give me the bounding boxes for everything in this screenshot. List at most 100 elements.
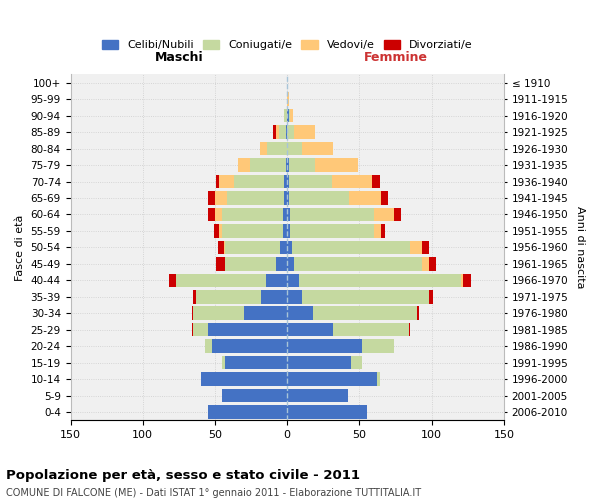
- Bar: [261, 290, 287, 304]
- Bar: [287, 126, 295, 139]
- Bar: [287, 142, 302, 156]
- Bar: [461, 274, 463, 287]
- Bar: [289, 109, 290, 122]
- Bar: [273, 126, 275, 139]
- Text: Maschi: Maschi: [155, 51, 203, 64]
- Bar: [394, 208, 401, 221]
- Bar: [200, 372, 287, 386]
- Bar: [208, 406, 287, 419]
- Bar: [332, 175, 373, 188]
- Bar: [287, 191, 289, 204]
- Bar: [381, 224, 385, 237]
- Bar: [374, 208, 394, 221]
- Bar: [283, 208, 287, 221]
- Bar: [193, 290, 196, 304]
- Bar: [208, 208, 215, 221]
- Bar: [287, 389, 348, 402]
- Bar: [284, 109, 287, 122]
- Bar: [287, 406, 367, 419]
- Bar: [429, 290, 433, 304]
- Bar: [284, 191, 287, 204]
- Bar: [351, 356, 362, 370]
- Bar: [220, 175, 234, 188]
- Legend: Celibi/Nubili, Coniugati/e, Vedovi/e, Divorziati/e: Celibi/Nubili, Coniugati/e, Vedovi/e, Di…: [97, 35, 477, 54]
- Bar: [224, 240, 225, 254]
- Bar: [287, 92, 289, 106]
- Bar: [287, 257, 295, 270]
- Bar: [234, 175, 284, 188]
- Bar: [334, 323, 409, 336]
- Bar: [349, 191, 381, 204]
- Bar: [290, 224, 374, 237]
- Bar: [302, 290, 429, 304]
- Bar: [222, 224, 283, 237]
- Bar: [244, 306, 287, 320]
- Bar: [222, 389, 287, 402]
- Bar: [287, 356, 351, 370]
- Bar: [287, 323, 334, 336]
- Bar: [238, 158, 250, 172]
- Bar: [176, 274, 266, 287]
- Text: Popolazione per età, sesso e stato civile - 2011: Popolazione per età, sesso e stato civil…: [6, 469, 360, 482]
- Bar: [250, 158, 286, 172]
- Bar: [287, 274, 299, 287]
- Bar: [222, 356, 225, 370]
- Bar: [417, 306, 419, 320]
- Bar: [429, 257, 436, 270]
- Bar: [289, 191, 349, 204]
- Bar: [267, 142, 287, 156]
- Bar: [286, 158, 287, 172]
- Bar: [266, 274, 287, 287]
- Bar: [287, 208, 290, 221]
- Bar: [208, 323, 287, 336]
- Bar: [169, 274, 176, 287]
- Bar: [287, 306, 313, 320]
- Bar: [292, 240, 410, 254]
- Bar: [287, 109, 289, 122]
- Bar: [314, 158, 358, 172]
- Bar: [227, 191, 284, 204]
- Bar: [225, 257, 275, 270]
- Bar: [217, 257, 225, 270]
- Bar: [286, 126, 287, 139]
- Bar: [290, 208, 374, 221]
- Text: COMUNE DI FALCONE (ME) - Dati ISTAT 1° gennaio 2011 - Elaborazione TUTTITALIA.IT: COMUNE DI FALCONE (ME) - Dati ISTAT 1° g…: [6, 488, 421, 498]
- Bar: [208, 191, 215, 204]
- Bar: [212, 340, 287, 353]
- Bar: [287, 224, 290, 237]
- Bar: [287, 340, 362, 353]
- Bar: [409, 323, 410, 336]
- Bar: [215, 191, 227, 204]
- Bar: [275, 257, 287, 270]
- Bar: [287, 290, 302, 304]
- Bar: [280, 240, 287, 254]
- Bar: [381, 191, 388, 204]
- Bar: [225, 356, 287, 370]
- Bar: [422, 257, 429, 270]
- Bar: [225, 240, 280, 254]
- Bar: [205, 340, 212, 353]
- Y-axis label: Anni di nascita: Anni di nascita: [575, 206, 585, 288]
- Bar: [278, 126, 286, 139]
- Bar: [422, 240, 429, 254]
- Bar: [410, 240, 422, 254]
- Bar: [287, 240, 292, 254]
- Bar: [299, 274, 461, 287]
- Bar: [215, 208, 222, 221]
- Bar: [289, 158, 314, 172]
- Bar: [196, 290, 261, 304]
- Bar: [373, 175, 380, 188]
- Bar: [214, 224, 220, 237]
- Bar: [362, 340, 394, 353]
- Text: Femmine: Femmine: [364, 51, 428, 64]
- Bar: [220, 224, 222, 237]
- Bar: [192, 306, 193, 320]
- Bar: [222, 208, 283, 221]
- Bar: [287, 175, 289, 188]
- Bar: [295, 257, 422, 270]
- Bar: [290, 109, 293, 122]
- Bar: [295, 126, 314, 139]
- Bar: [217, 175, 220, 188]
- Y-axis label: Fasce di età: Fasce di età: [15, 214, 25, 280]
- Bar: [260, 142, 267, 156]
